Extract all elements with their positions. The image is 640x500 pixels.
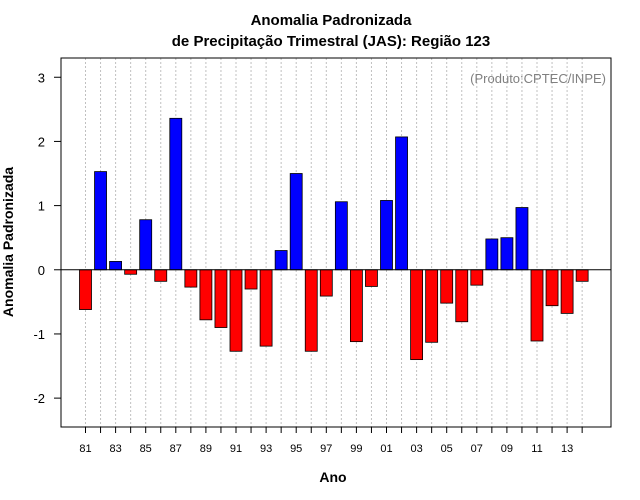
x-tick-label: 95: [290, 443, 302, 455]
x-tick-label: 05: [441, 443, 453, 455]
chart-title-line2: de Precipitação Trimestral (JAS): Região…: [172, 33, 490, 50]
y-tick-label: 0: [38, 263, 45, 278]
bar-85: [139, 219, 153, 271]
plot-frame: [60, 57, 612, 428]
y-axis: -2 -1 0 1 2 3: [33, 70, 61, 406]
x-tick-label: 09: [501, 443, 513, 455]
x-tick-label: 01: [380, 443, 392, 455]
x-tick-label: 11: [531, 443, 542, 455]
bar-99: [349, 269, 363, 343]
bar-89: [199, 269, 213, 321]
bar-05: [440, 269, 454, 304]
bar-00: [365, 269, 378, 287]
x-tick-label: 03: [410, 443, 422, 455]
bar-09: [500, 237, 514, 271]
bar-82: [94, 171, 107, 271]
bar-98: [334, 201, 348, 271]
bar-11: [530, 269, 544, 342]
bar-14: [575, 269, 589, 282]
chart-title-line1: Anomalia Padronizada: [251, 12, 413, 29]
x-tick-label: 13: [561, 443, 573, 455]
bar-93: [259, 269, 273, 347]
bar-87: [169, 117, 183, 271]
x-tick-label: 87: [170, 443, 182, 455]
bar-94: [274, 250, 288, 271]
x-tick-label: 93: [260, 443, 272, 455]
bar-97: [319, 269, 333, 297]
y-tick-label: 1: [38, 199, 45, 214]
y-tick-label: 3: [38, 70, 45, 85]
bar-13: [560, 269, 574, 314]
x-tick-label: 83: [109, 443, 121, 455]
x-tick-label: 89: [200, 443, 212, 455]
x-tick-label: 91: [230, 443, 242, 455]
x-axis: 81 83 85 87 89 91 93 95 97 99 01 03 05 07 09 11 13: [79, 427, 583, 455]
bar-01: [380, 200, 393, 271]
x-tick-label: 81: [79, 443, 91, 455]
bar-90: [214, 269, 228, 328]
bar-10: [515, 207, 529, 271]
bar-81: [79, 269, 92, 310]
bar-03: [410, 269, 424, 361]
y-axis-label: Anomalia Padronizada: [0, 167, 16, 317]
bar-84: [124, 269, 138, 275]
bar-02: [395, 136, 408, 271]
bars: [79, 117, 589, 361]
bar-08: [485, 238, 499, 271]
bar-12: [545, 269, 559, 307]
bar-86: [154, 269, 168, 282]
credit-text: (Produto:CPTEC/INPE): [470, 71, 606, 86]
y-tick-label: 2: [38, 134, 45, 149]
bar-95: [289, 173, 303, 271]
x-tick-label: 99: [350, 443, 362, 455]
bar-92: [244, 269, 258, 290]
bar-06: [455, 269, 469, 323]
bar-07: [470, 269, 484, 286]
x-tick-label: 07: [471, 443, 483, 455]
x-tick-label: 85: [140, 443, 152, 455]
x-axis-label: Ano: [319, 469, 346, 485]
bar-91: [229, 269, 243, 352]
bar-04: [425, 269, 439, 343]
y-tick-label: -2: [33, 391, 45, 406]
y-tick-label: -1: [33, 327, 45, 342]
bar-83: [109, 261, 122, 271]
bar-96: [304, 269, 318, 352]
bar-88: [184, 269, 198, 288]
x-tick-label: 97: [320, 443, 332, 455]
